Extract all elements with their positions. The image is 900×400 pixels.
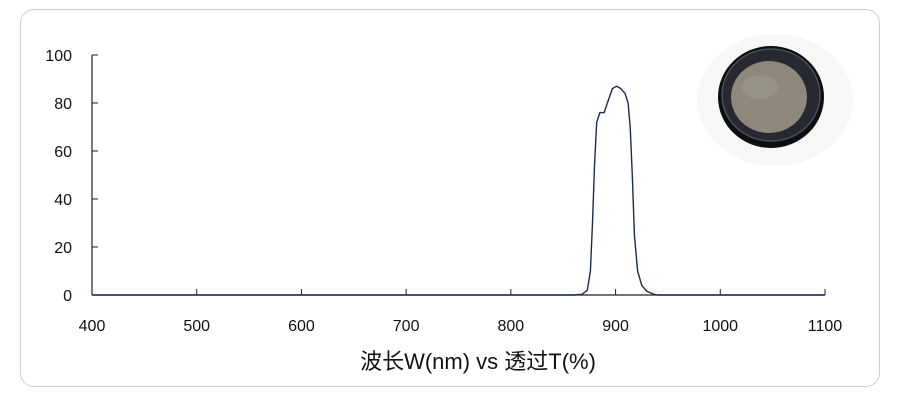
- x-tick-label: 400: [79, 318, 106, 335]
- y-tick-label: 40: [54, 192, 72, 209]
- tick-labels: 0 20 40 60 80 100 400 500 600 700 800 900 1000 1100: [45, 48, 842, 335]
- x-tick-label: 1100: [808, 318, 843, 335]
- x-tick-label: 600: [288, 318, 315, 335]
- x-tick-label: 900: [602, 318, 629, 335]
- series-layer: [92, 85, 825, 296]
- y-tick-label: 100: [45, 48, 72, 65]
- y-tick-label: 0: [63, 288, 72, 305]
- x-tick-label: 700: [393, 318, 420, 335]
- transmission-curve: [92, 85, 825, 296]
- y-tick-label: 80: [54, 96, 72, 113]
- x-tick-label: 1000: [702, 318, 738, 335]
- x-tick-label: 800: [498, 318, 525, 335]
- y-tick-label: 60: [54, 144, 72, 161]
- x-axis-label: 波长W(nm) vs 透过T(%): [360, 349, 596, 374]
- x-tick-label: 500: [183, 318, 210, 335]
- y-tick-label: 20: [54, 240, 72, 257]
- filter-lens-icon: [697, 34, 853, 166]
